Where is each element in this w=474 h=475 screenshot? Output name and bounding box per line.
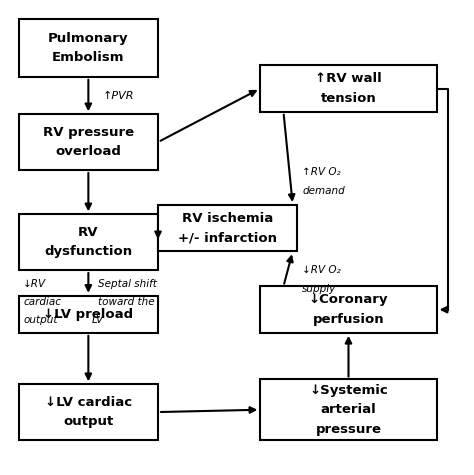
Text: dysfunction: dysfunction: [44, 246, 132, 258]
Text: RV pressure: RV pressure: [43, 126, 134, 139]
Text: ↓Coronary: ↓Coronary: [309, 294, 388, 306]
Text: LV: LV: [91, 315, 104, 325]
Text: Embolism: Embolism: [52, 51, 125, 64]
Text: ↓Systemic: ↓Systemic: [309, 384, 388, 397]
Text: ↓RV: ↓RV: [23, 279, 46, 289]
Text: tension: tension: [320, 92, 376, 105]
FancyBboxPatch shape: [260, 65, 437, 112]
Text: ↓LV preload: ↓LV preload: [43, 308, 133, 321]
FancyBboxPatch shape: [260, 286, 437, 333]
FancyBboxPatch shape: [18, 19, 158, 77]
Text: output: output: [63, 415, 113, 428]
Text: Septal shift: Septal shift: [98, 279, 156, 289]
Text: demand: demand: [302, 186, 345, 196]
FancyBboxPatch shape: [18, 295, 158, 333]
Text: ↑PVR: ↑PVR: [102, 91, 134, 101]
Text: arterial: arterial: [320, 403, 376, 416]
FancyBboxPatch shape: [260, 380, 437, 440]
Text: ↓LV cardiac: ↓LV cardiac: [45, 396, 132, 409]
Text: supply: supply: [302, 284, 336, 294]
Text: RV: RV: [78, 226, 99, 239]
FancyBboxPatch shape: [18, 214, 158, 270]
FancyBboxPatch shape: [18, 114, 158, 170]
Text: RV ischemia: RV ischemia: [182, 212, 273, 225]
Text: perfusion: perfusion: [313, 313, 384, 326]
Text: toward the: toward the: [98, 297, 154, 307]
FancyBboxPatch shape: [18, 384, 158, 440]
Text: cardiac: cardiac: [23, 297, 61, 307]
Text: Pulmonary: Pulmonary: [48, 31, 128, 45]
Text: ↑RV O₂: ↑RV O₂: [302, 167, 341, 177]
Text: overload: overload: [55, 145, 121, 158]
Text: ↑RV wall: ↑RV wall: [315, 72, 382, 86]
Text: output: output: [23, 315, 58, 325]
Text: pressure: pressure: [316, 423, 382, 436]
Text: +/- infarction: +/- infarction: [178, 231, 277, 245]
Text: ↓RV O₂: ↓RV O₂: [302, 265, 341, 275]
FancyBboxPatch shape: [158, 205, 297, 251]
